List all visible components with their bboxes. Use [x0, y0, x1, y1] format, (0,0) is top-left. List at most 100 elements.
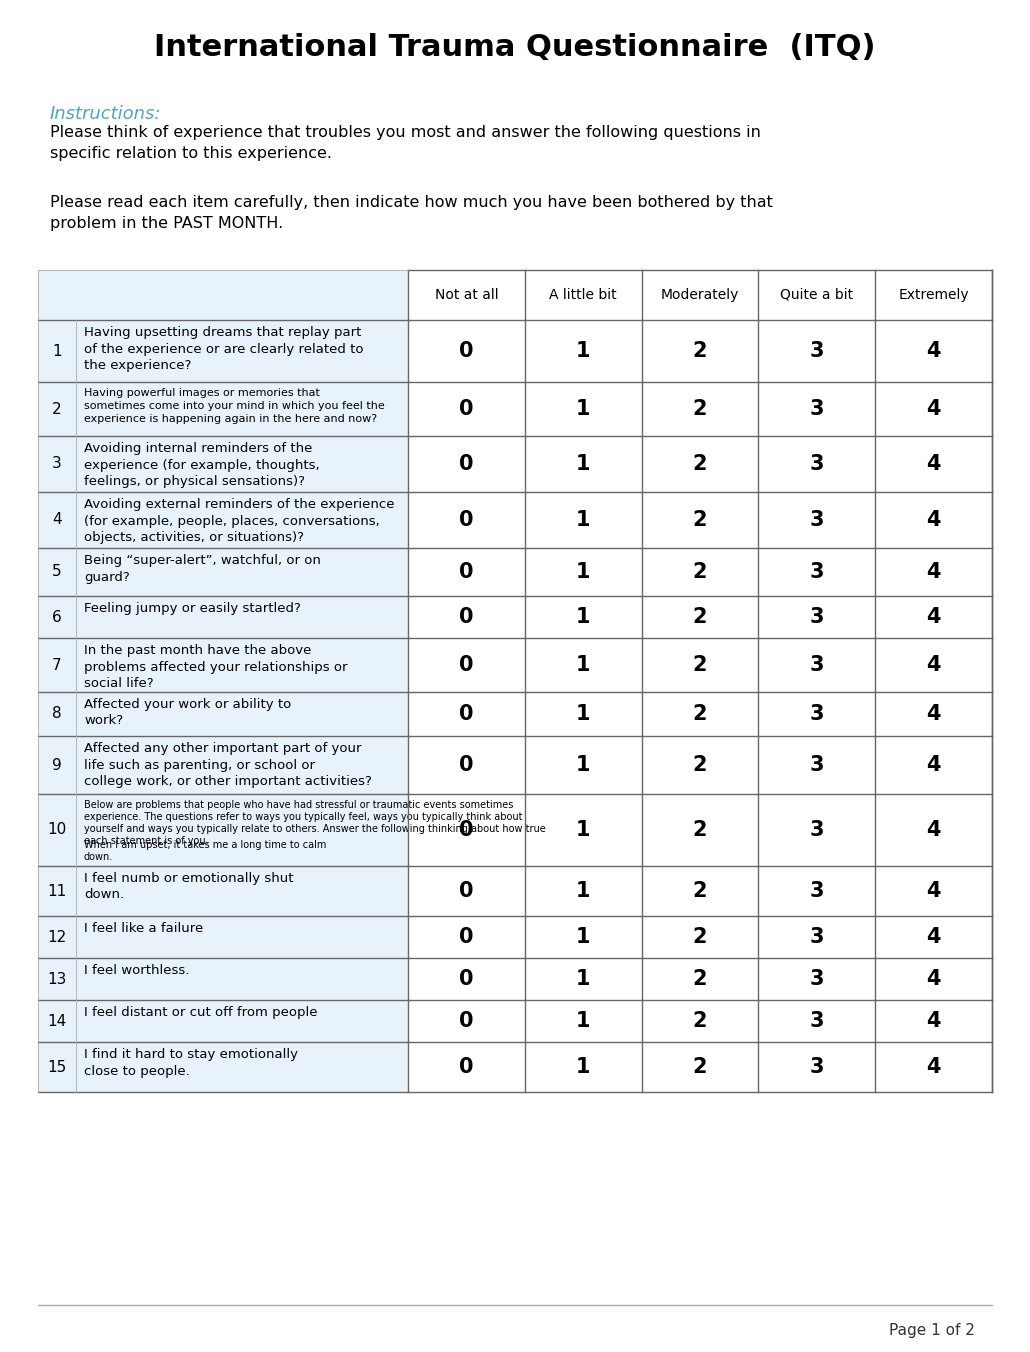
- Bar: [642, 270, 758, 320]
- Text: 3: 3: [810, 341, 824, 361]
- Text: 2: 2: [693, 704, 708, 725]
- Text: 1: 1: [576, 562, 590, 581]
- Text: 2: 2: [693, 882, 708, 900]
- Text: 4: 4: [926, 821, 940, 840]
- Text: 0: 0: [459, 704, 474, 725]
- Text: 4: 4: [926, 607, 940, 627]
- Bar: [408, 917, 525, 959]
- Text: Affected any other important part of your
life such as parenting, or school or
c: Affected any other important part of you…: [84, 742, 372, 788]
- Bar: [876, 596, 992, 638]
- Bar: [38, 548, 408, 596]
- Text: 8: 8: [53, 707, 62, 722]
- Bar: [38, 270, 408, 320]
- Text: 0: 0: [459, 927, 474, 946]
- Text: 1: 1: [576, 821, 590, 840]
- Text: 4: 4: [926, 454, 940, 475]
- Bar: [408, 1042, 525, 1092]
- Text: 4: 4: [926, 704, 940, 725]
- Bar: [408, 692, 525, 735]
- Text: Being “super-alert”, watchful, or on
guard?: Being “super-alert”, watchful, or on gua…: [84, 554, 321, 584]
- Text: Affected your work or ability to
work?: Affected your work or ability to work?: [84, 698, 291, 727]
- Bar: [876, 383, 992, 435]
- Text: 0: 0: [459, 1011, 474, 1032]
- Bar: [876, 1000, 992, 1042]
- Bar: [758, 692, 876, 735]
- Bar: [408, 959, 525, 1000]
- Bar: [876, 867, 992, 917]
- Text: 2: 2: [693, 927, 708, 946]
- Bar: [758, 492, 876, 548]
- Text: 9: 9: [53, 757, 62, 772]
- Text: 3: 3: [810, 704, 824, 725]
- Bar: [876, 548, 992, 596]
- Bar: [408, 492, 525, 548]
- Text: 2: 2: [693, 510, 708, 530]
- Text: Feeling jumpy or easily startled?: Feeling jumpy or easily startled?: [84, 602, 301, 615]
- Text: 1: 1: [576, 341, 590, 361]
- Bar: [525, 867, 642, 917]
- Bar: [758, 383, 876, 435]
- Text: 0: 0: [459, 562, 474, 581]
- Text: 12: 12: [47, 930, 67, 945]
- Text: 2: 2: [53, 402, 62, 416]
- Bar: [758, 1000, 876, 1042]
- Bar: [38, 492, 408, 548]
- Bar: [876, 320, 992, 383]
- Text: I feel distant or cut off from people: I feel distant or cut off from people: [84, 1006, 317, 1019]
- Bar: [758, 735, 876, 794]
- Text: 4: 4: [926, 510, 940, 530]
- Text: 1: 1: [576, 454, 590, 475]
- Bar: [525, 270, 642, 320]
- Text: 4: 4: [926, 1011, 940, 1032]
- Bar: [642, 1000, 758, 1042]
- Text: 2: 2: [693, 1057, 708, 1078]
- Text: 2: 2: [693, 399, 708, 419]
- Text: 2: 2: [693, 454, 708, 475]
- Text: 4: 4: [926, 969, 940, 990]
- Bar: [525, 1042, 642, 1092]
- Text: Quite a bit: Quite a bit: [781, 288, 854, 301]
- Bar: [525, 917, 642, 959]
- Text: Avoiding internal reminders of the
experience (for example, thoughts,
feelings, : Avoiding internal reminders of the exper…: [84, 442, 319, 488]
- Bar: [38, 596, 408, 638]
- Text: 3: 3: [810, 654, 824, 675]
- Text: When I am upset, it takes me a long time to calm
down.: When I am upset, it takes me a long time…: [84, 840, 327, 863]
- Text: 2: 2: [693, 969, 708, 990]
- Bar: [38, 867, 408, 917]
- Text: 2: 2: [693, 1011, 708, 1032]
- Text: 2: 2: [693, 754, 708, 775]
- Text: 0: 0: [459, 399, 474, 419]
- Bar: [876, 638, 992, 692]
- Text: 1: 1: [576, 704, 590, 725]
- Bar: [758, 435, 876, 492]
- Bar: [642, 959, 758, 1000]
- Bar: [408, 435, 525, 492]
- Text: Below are problems that people who have had stressful or traumatic events someti: Below are problems that people who have …: [84, 800, 546, 846]
- Bar: [525, 959, 642, 1000]
- Text: 3: 3: [810, 927, 824, 946]
- Text: 4: 4: [926, 562, 940, 581]
- Bar: [758, 320, 876, 383]
- Bar: [642, 638, 758, 692]
- Text: 1: 1: [576, 882, 590, 900]
- Text: 13: 13: [47, 972, 67, 987]
- Bar: [525, 320, 642, 383]
- Text: I feel worthless.: I feel worthless.: [84, 964, 190, 977]
- Bar: [408, 1000, 525, 1042]
- Bar: [525, 735, 642, 794]
- Text: 4: 4: [926, 754, 940, 775]
- Text: 1: 1: [576, 399, 590, 419]
- Text: 0: 0: [459, 510, 474, 530]
- Text: Please think of experience that troubles you most and answer the following quest: Please think of experience that troubles…: [50, 124, 761, 161]
- Text: 1: 1: [576, 1011, 590, 1032]
- Bar: [758, 638, 876, 692]
- Text: 4: 4: [926, 882, 940, 900]
- Bar: [525, 492, 642, 548]
- Text: 0: 0: [459, 821, 474, 840]
- Text: Not at all: Not at all: [435, 288, 499, 301]
- Bar: [38, 794, 408, 867]
- Text: 0: 0: [459, 341, 474, 361]
- Text: Avoiding external reminders of the experience
(for example, people, places, conv: Avoiding external reminders of the exper…: [84, 498, 394, 544]
- Bar: [408, 867, 525, 917]
- Bar: [642, 917, 758, 959]
